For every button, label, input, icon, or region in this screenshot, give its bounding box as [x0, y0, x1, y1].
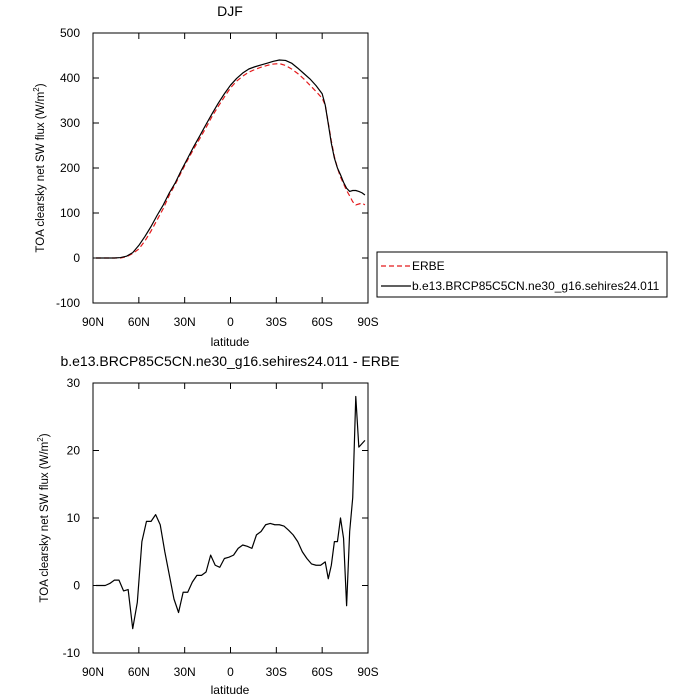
bottom-y-tick-label: 20 [67, 444, 81, 458]
bottom-y-axis-label: TOA clearsky net SW flux (W/m2) [36, 433, 51, 602]
top-x-tick-label: 30N [174, 315, 196, 329]
top-x-tick-label: 90N [82, 315, 104, 329]
top-chart-title: DJF [217, 3, 243, 19]
top-y-tick-label: 200 [60, 161, 80, 175]
bottom-y-tick-label: -10 [63, 646, 81, 660]
top-y-tick-label: -100 [56, 296, 80, 310]
bottom-panel: b.e13.BRCP85C5CN.ne30_g16.sehires24.011 … [36, 353, 400, 697]
top-y-axis-label-tail: ) [35, 83, 47, 87]
top-y-tick-label: 500 [60, 26, 80, 40]
bottom-y-tick-label: 10 [67, 511, 81, 525]
top-x-tick-label: 30S [266, 315, 287, 329]
bottom-series-line-difference [96, 395, 366, 630]
bottom-x-tick-label: 60N [128, 665, 150, 679]
top-legend: ERBE b.e13.BRCP85C5CN.ne30_g16.sehires24… [376, 251, 668, 298]
bottom-series-group [96, 395, 366, 630]
top-x-tick-label: 0 [227, 315, 234, 329]
legend-label-model: b.e13.BRCP85C5CN.ne30_g16.sehires24.011 [412, 279, 660, 293]
top-y-tick-label: 400 [60, 71, 80, 85]
top-series-line-erbe [96, 62, 366, 259]
top-x-tick-label: 90S [357, 315, 378, 329]
top-plot-frame [92, 32, 369, 304]
top-x-tick-label: 60N [128, 315, 150, 329]
bottom-x-tick-label: 60S [311, 665, 332, 679]
top-series-group [96, 59, 366, 259]
top-plot-area: 90N 60N 30N 0 30S 60S 90S -100 0 100 200 300 400 500 [56, 26, 379, 329]
top-x-tick-label: 60S [311, 315, 332, 329]
bottom-x-tick-label: 30S [266, 665, 287, 679]
bottom-x-axis-label: latitude [211, 683, 250, 697]
top-y-tick-label: 300 [60, 116, 80, 130]
bottom-y-axis-label-main: TOA clearsky net SW flux (W/m [39, 442, 51, 603]
legend-box [376, 251, 668, 298]
top-y-axis-label-sup: 2 [32, 87, 41, 92]
top-y-tick-label: 100 [60, 206, 80, 220]
top-y-axis-label-main: TOA clearsky net SW flux (W/m [35, 92, 47, 253]
bottom-x-tick-label: 30N [174, 665, 196, 679]
bottom-chart-title: b.e13.BRCP85C5CN.ne30_g16.sehires24.011 … [60, 353, 399, 369]
legend-label-erbe: ERBE [412, 259, 445, 273]
bottom-plot-area: 90N 60N 30N 0 30S 60S 90S -10 0 10 20 30 [63, 376, 379, 679]
bottom-y-tick-label: 30 [67, 376, 81, 390]
bottom-x-tick-label: 0 [227, 665, 234, 679]
bottom-y-axis-label-tail: ) [39, 433, 51, 437]
bottom-x-tick-label: 90S [357, 665, 378, 679]
bottom-plot-frame [92, 382, 369, 654]
top-panel: DJF 90N 60N 30N 0 30S 60S 90S -100 0 100 200 300 400… [32, 3, 668, 349]
top-series-line-b-e13-brcp85c5cn-ne30-g16-sehires24-011 [96, 59, 366, 259]
bottom-y-axis-label-sup: 2 [36, 437, 45, 442]
bottom-y-tick-label: 0 [73, 579, 80, 593]
top-axis-ticks: 90N 60N 30N 0 30S 60S 90S -100 0 100 200 300 400 500 [56, 26, 379, 329]
bottom-axis-ticks: 90N 60N 30N 0 30S 60S 90S -10 0 10 20 30 [63, 376, 379, 679]
bottom-x-tick-label: 90N [82, 665, 104, 679]
top-y-tick-label: 0 [73, 251, 80, 265]
top-y-axis-label: TOA clearsky net SW flux (W/m2) [32, 83, 47, 252]
top-x-axis-label: latitude [211, 335, 250, 349]
